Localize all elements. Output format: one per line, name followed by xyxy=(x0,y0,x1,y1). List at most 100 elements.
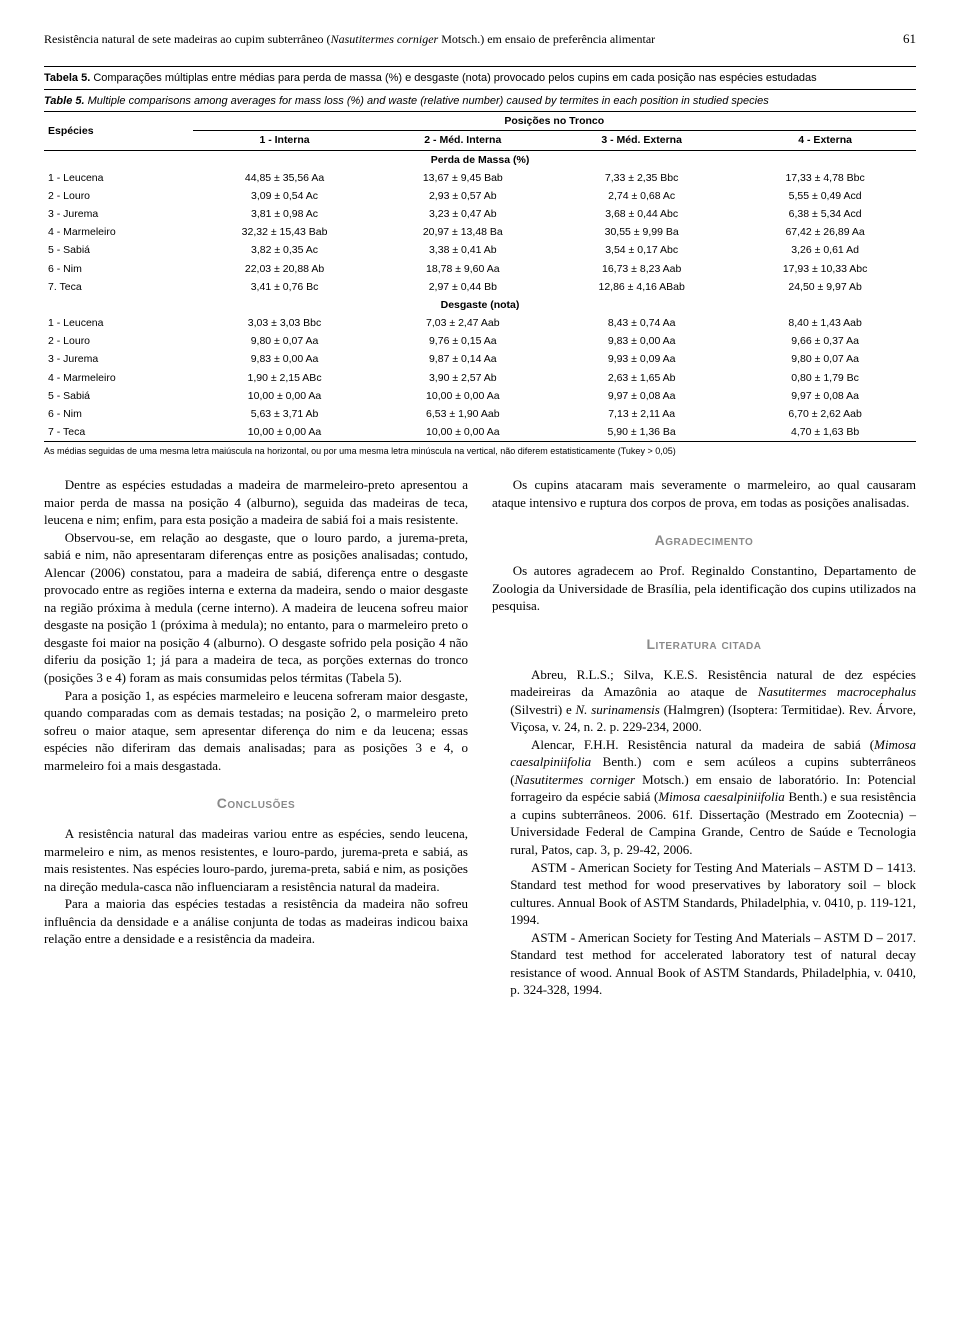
page-number: 61 xyxy=(887,30,916,48)
table-cell: 9,83 ± 0,00 Aa xyxy=(193,350,377,368)
table-cell: 2,63 ± 1,65 Ab xyxy=(549,369,734,387)
table-cell: 3,38 ± 0,41 Ab xyxy=(377,241,550,259)
table-cell: 8,40 ± 1,43 Aab xyxy=(734,314,916,332)
table-cell: 9,80 ± 0,07 Aa xyxy=(734,350,916,368)
right-p2: Os autores agradecem ao Prof. Reginaldo … xyxy=(492,562,916,615)
table-cell: 18,78 ± 9,60 Aa xyxy=(377,260,550,278)
table-caption-en: Table 5. Multiple comparisons among aver… xyxy=(44,94,916,109)
reference-item: Abreu, R.L.S.; Silva, K.E.S. Resistência… xyxy=(492,666,916,736)
table-row: 1 - Leucena44,85 ± 35,56 Aa13,67 ± 9,45 … xyxy=(44,169,916,187)
table-cell: 30,55 ± 9,99 Ba xyxy=(549,223,734,241)
table-5: Espécies Posições no Tronco 1 - Interna … xyxy=(44,111,916,441)
heading-conclusoes: Conclusões xyxy=(44,794,468,813)
caption-en-label: Table 5. xyxy=(44,95,85,107)
table-row: 3 - Jurema3,81 ± 0,98 Ac3,23 ± 0,47 Ab3,… xyxy=(44,205,916,223)
table-cell: 9,97 ± 0,08 Aa xyxy=(549,387,734,405)
col-group: Posições no Tronco xyxy=(193,112,916,131)
section-wear: Desgaste (nota) xyxy=(44,296,916,314)
table-cell: 6,38 ± 5,34 Acd xyxy=(734,205,916,223)
table-cell: 3,09 ± 0,54 Ac xyxy=(193,187,377,205)
table-cell: 5,63 ± 3,71 Ab xyxy=(193,405,377,423)
table-cell: 5,55 ± 0,49 Acd xyxy=(734,187,916,205)
table-cell: 9,93 ± 0,09 Aa xyxy=(549,350,734,368)
table-cell: 32,32 ± 15,43 Bab xyxy=(193,223,377,241)
table-cell: 20,97 ± 13,48 Ba xyxy=(377,223,550,241)
table-cell: 9,76 ± 0,15 Aa xyxy=(377,332,550,350)
table-caption-pt: Tabela 5. Comparações múltiplas entre mé… xyxy=(44,66,916,86)
table-note: As médias seguidas de uma mesma letra ma… xyxy=(44,446,916,458)
table-row: 4 - Marmeleiro32,32 ± 15,43 Bab20,97 ± 1… xyxy=(44,223,916,241)
left-p3: Para a posição 1, as espécies marmeleiro… xyxy=(44,687,468,775)
table-cell: 3,82 ± 0,35 Ac xyxy=(193,241,377,259)
table-cell: 9,87 ± 0,14 Aa xyxy=(377,350,550,368)
table-cell: 2,97 ± 0,44 Bb xyxy=(377,278,550,296)
table-cell: 3,90 ± 2,57 Ab xyxy=(377,369,550,387)
rh-title-post: Motsch.) em ensaio de preferência alimen… xyxy=(438,32,655,46)
body-columns: Dentre as espécies estudadas a madeira d… xyxy=(44,476,916,999)
table-cell: 3,26 ± 0,61 Ad xyxy=(734,241,916,259)
table-cell: 5,90 ± 1,36 Ba xyxy=(549,423,734,441)
col-4: 4 - Externa xyxy=(734,131,916,150)
right-p1: Os cupins atacaram mais severamente o ma… xyxy=(492,476,916,511)
table-cell: 22,03 ± 20,88 Ab xyxy=(193,260,377,278)
table-cell: 8,43 ± 0,74 Aa xyxy=(549,314,734,332)
table-cell: 67,42 ± 26,89 Aa xyxy=(734,223,916,241)
table-cell: 1 - Leucena xyxy=(44,314,193,332)
caption-en-text: Multiple comparisons among averages for … xyxy=(85,95,769,107)
table-cell: 6 - Nim xyxy=(44,260,193,278)
table-cell: 3 - Jurema xyxy=(44,350,193,368)
table-row: 4 - Marmeleiro1,90 ± 2,15 ABc3,90 ± 2,57… xyxy=(44,369,916,387)
table-cell: 9,80 ± 0,07 Aa xyxy=(193,332,377,350)
table-cell: 3,81 ± 0,98 Ac xyxy=(193,205,377,223)
table-cell: 7,03 ± 2,47 Aab xyxy=(377,314,550,332)
table-cell: 7. Teca xyxy=(44,278,193,296)
caption-pt-label: Tabela 5. xyxy=(44,72,90,84)
table-cell: 3,54 ± 0,17 Abc xyxy=(549,241,734,259)
table-cell: 0,80 ± 1,79 Bc xyxy=(734,369,916,387)
table-cell: 4 - Marmeleiro xyxy=(44,369,193,387)
table-cell: 9,66 ± 0,37 Aa xyxy=(734,332,916,350)
section-mass: Perda de Massa (%) xyxy=(44,150,916,169)
table-cell: 3,68 ± 0,44 Abc xyxy=(549,205,734,223)
col-especies: Espécies xyxy=(44,112,193,150)
table-row: 7 - Teca10,00 ± 0,00 Aa10,00 ± 0,00 Aa5,… xyxy=(44,423,916,441)
left-p4: A resistência natural das madeiras vario… xyxy=(44,825,468,895)
table-cell: 3,03 ± 3,03 Bbc xyxy=(193,314,377,332)
right-column: Os cupins atacaram mais severamente o ma… xyxy=(492,476,916,999)
table-cell: 3,41 ± 0,76 Bc xyxy=(193,278,377,296)
table-cell: 5 - Sabiá xyxy=(44,387,193,405)
left-column: Dentre as espécies estudadas a madeira d… xyxy=(44,476,468,999)
table-cell: 10,00 ± 0,00 Aa xyxy=(193,423,377,441)
table-cell: 10,00 ± 0,00 Aa xyxy=(377,387,550,405)
table-cell: 6,70 ± 2,62 Aab xyxy=(734,405,916,423)
reference-item: Alencar, F.H.H. Resistência natural da m… xyxy=(492,736,916,859)
table-cell: 10,00 ± 0,00 Aa xyxy=(377,423,550,441)
table-cell: 7 - Teca xyxy=(44,423,193,441)
table-cell: 17,93 ± 10,33 Abc xyxy=(734,260,916,278)
table-row: 6 - Nim22,03 ± 20,88 Ab18,78 ± 9,60 Aa16… xyxy=(44,260,916,278)
table-cell: 4 - Marmeleiro xyxy=(44,223,193,241)
table-cell: 9,97 ± 0,08 Aa xyxy=(734,387,916,405)
table-row: 2 - Louro9,80 ± 0,07 Aa9,76 ± 0,15 Aa9,8… xyxy=(44,332,916,350)
table-cell: 10,00 ± 0,00 Aa xyxy=(193,387,377,405)
rh-title-pre: Resistência natural de sete madeiras ao … xyxy=(44,32,331,46)
table-cell: 6,53 ± 1,90 Aab xyxy=(377,405,550,423)
table-cell: 1,90 ± 2,15 ABc xyxy=(193,369,377,387)
table-cell: 24,50 ± 9,97 Ab xyxy=(734,278,916,296)
table-cell: 2 - Louro xyxy=(44,187,193,205)
reference-item: ASTM - American Society for Testing And … xyxy=(492,859,916,929)
reference-item: ASTM - American Society for Testing And … xyxy=(492,929,916,999)
running-title: Resistência natural de sete madeiras ao … xyxy=(44,31,887,47)
table-cell: 6 - Nim xyxy=(44,405,193,423)
table-cell: 9,83 ± 0,00 Aa xyxy=(549,332,734,350)
table-cell: 2,93 ± 0,57 Ab xyxy=(377,187,550,205)
table-row: 6 - Nim5,63 ± 3,71 Ab6,53 ± 1,90 Aab7,13… xyxy=(44,405,916,423)
table-row: 3 - Jurema9,83 ± 0,00 Aa9,87 ± 0,14 Aa9,… xyxy=(44,350,916,368)
table-cell: 7,13 ± 2,11 Aa xyxy=(549,405,734,423)
table-cell: 2,74 ± 0,68 Ac xyxy=(549,187,734,205)
table-row: 2 - Louro3,09 ± 0,54 Ac2,93 ± 0,57 Ab2,7… xyxy=(44,187,916,205)
table-cell: 1 - Leucena xyxy=(44,169,193,187)
table-row: 5 - Sabiá10,00 ± 0,00 Aa10,00 ± 0,00 Aa9… xyxy=(44,387,916,405)
table-cell: 44,85 ± 35,56 Aa xyxy=(193,169,377,187)
table-cell: 17,33 ± 4,78 Bbc xyxy=(734,169,916,187)
